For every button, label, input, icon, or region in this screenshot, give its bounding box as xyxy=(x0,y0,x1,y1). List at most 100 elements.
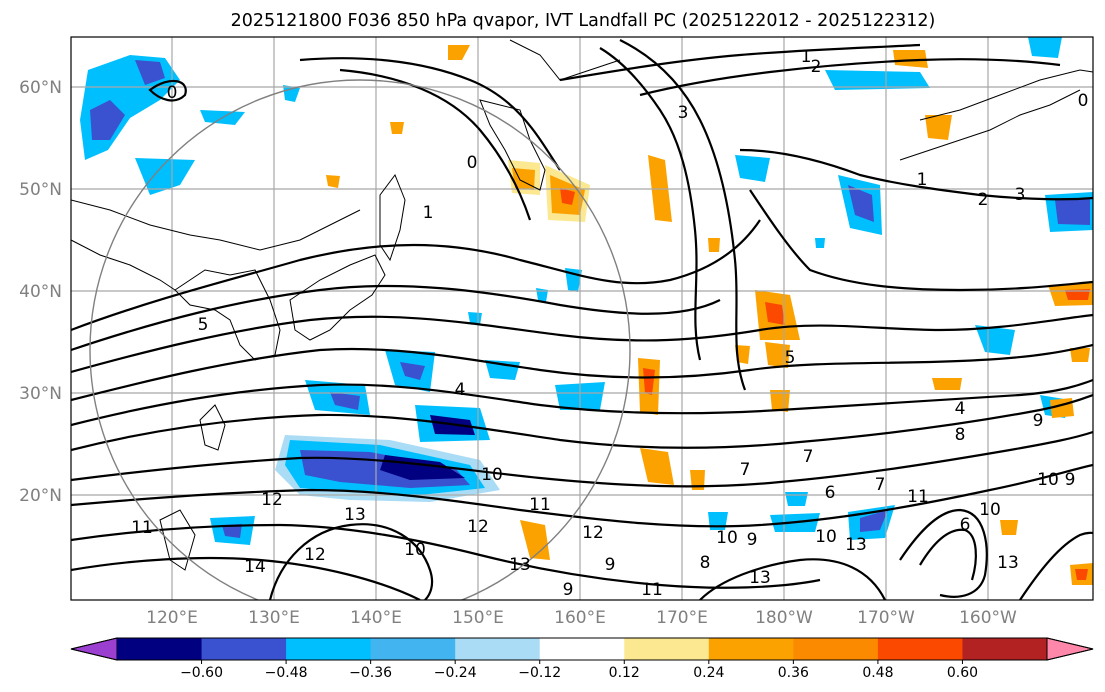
contour-value-label: 12 xyxy=(304,545,326,565)
pos-anomaly-patch xyxy=(893,50,928,68)
contour-value-label: 6 xyxy=(825,483,836,503)
projection-circle xyxy=(89,79,631,600)
contour-value-label: 7 xyxy=(803,447,814,467)
figure-title: 2025121800 F036 850 hPa qvapor, IVT Land… xyxy=(231,11,936,31)
contour-value-label: 1 xyxy=(423,203,434,223)
colorbar-tick-label: 0.24 xyxy=(693,665,724,681)
map-background xyxy=(71,37,1093,600)
pos-anomaly-patch xyxy=(1070,348,1090,362)
coastline xyxy=(899,89,1081,161)
contour-value-label: 9 xyxy=(1033,411,1044,431)
contour-value-label: 7 xyxy=(875,475,886,495)
neg-anomaly-patch xyxy=(825,70,930,90)
contour-line xyxy=(71,523,821,589)
pos-anomaly-patch xyxy=(640,448,674,485)
contour-value-label: 1 xyxy=(917,170,928,190)
contour-line xyxy=(699,558,886,600)
coastline xyxy=(159,509,196,571)
latitude-label: 30°N xyxy=(19,384,62,404)
coastline xyxy=(71,199,361,251)
contour-value-label: 5 xyxy=(785,348,796,368)
longitude-label: 180°W xyxy=(755,608,813,628)
colorbar-segment xyxy=(877,638,963,660)
colorbar-segment xyxy=(708,638,794,660)
coastline xyxy=(71,239,176,291)
colorbar-tick-label: −0.48 xyxy=(265,665,308,681)
contour-value-label: 13 xyxy=(749,568,771,588)
colorbar-tick-label: 0.12 xyxy=(609,665,640,681)
pos-anomaly-patch xyxy=(925,115,952,140)
contour-value-label: 13 xyxy=(509,555,531,575)
contour-value-label: 13 xyxy=(997,553,1019,573)
contour-value-label: 11 xyxy=(529,495,551,515)
colorbar-segment xyxy=(539,638,625,660)
contour-line xyxy=(599,47,702,361)
latitude-label: 60°N xyxy=(19,78,62,98)
contour-line xyxy=(739,148,1093,201)
neg-anomaly-patch xyxy=(400,362,425,380)
longitude-label: 160°E xyxy=(554,608,606,628)
contour-line xyxy=(749,189,1093,292)
longitude-label: 150°E xyxy=(452,608,504,628)
colorbar-segment xyxy=(117,638,203,660)
contour-value-label: 3 xyxy=(1015,185,1026,205)
contour-value-label: 6 xyxy=(960,515,971,535)
latitude-label: 50°N xyxy=(19,180,62,200)
contour-line xyxy=(71,284,721,352)
colorbar-extend-high xyxy=(1046,637,1094,661)
pos-anomaly-patch xyxy=(1065,289,1090,300)
pos-anomaly-patch xyxy=(448,45,470,60)
colorbar-tick-label: 0.48 xyxy=(862,665,893,681)
contour-value-label: 10 xyxy=(716,528,738,548)
colorbar-tick-label: 0.60 xyxy=(947,665,978,681)
colorbar-tick-label: −0.24 xyxy=(434,665,477,681)
longitude-labels: 120°E 130°E 140°E 150°E 160°E 170°E 180°W 170°W… xyxy=(146,608,1017,628)
longitude-label: 170°E xyxy=(656,608,708,628)
contour-value-label: 0 xyxy=(1078,91,1089,111)
contour-line xyxy=(268,523,434,600)
contour-value-label: 13 xyxy=(344,505,366,525)
coastline xyxy=(919,69,1093,121)
longitude-label: 170°W xyxy=(857,608,915,628)
longitude-label: 140°E xyxy=(350,608,402,628)
pos-anomaly-patch xyxy=(326,175,340,188)
colorbar-segment xyxy=(624,638,710,660)
neg-anomaly-patch xyxy=(860,510,888,532)
colorbar-segment xyxy=(370,638,456,660)
contour-value-label: 10 xyxy=(404,540,426,560)
colorbar-outline xyxy=(70,637,1094,661)
contour-line xyxy=(71,313,1093,374)
contour-value-label: 14 xyxy=(244,557,266,577)
neg-anomaly-patch xyxy=(1028,37,1062,58)
contour-line xyxy=(559,43,921,82)
contour-line xyxy=(71,378,1093,427)
contour-line xyxy=(919,528,977,581)
pos-anomaly-patch xyxy=(708,238,720,252)
contour-line xyxy=(148,79,187,102)
contour-value-label: 12 xyxy=(261,490,283,510)
pc-contours xyxy=(71,39,1093,600)
latitude-label: 20°N xyxy=(19,486,62,506)
contour-value-label: 7 xyxy=(740,460,751,480)
pos-anomaly-patch xyxy=(932,378,962,390)
pos-anomaly-patch xyxy=(560,188,575,205)
pos-anomaly-patch xyxy=(765,302,785,325)
pos-anomaly-patch xyxy=(690,470,705,490)
contour-value-label: 4 xyxy=(955,399,966,419)
contour-value-label: 0 xyxy=(467,153,478,173)
contour-line xyxy=(899,508,988,598)
pos-anomaly-patch xyxy=(1075,569,1088,580)
colorbar-tick-label: −0.36 xyxy=(349,665,392,681)
neg-anomaly-patch xyxy=(135,158,195,195)
longitude-label: 160°W xyxy=(959,608,1017,628)
longitude-label: 120°E xyxy=(146,608,198,628)
colorbar-tick-label: 0.36 xyxy=(778,665,809,681)
contour-value-label: 10 xyxy=(1037,470,1059,490)
contour-line xyxy=(639,58,1061,97)
colorbar-segment xyxy=(455,638,541,660)
contour-value-label: 12 xyxy=(467,517,489,537)
contour-line xyxy=(71,393,1093,452)
map-frame xyxy=(70,36,1094,601)
